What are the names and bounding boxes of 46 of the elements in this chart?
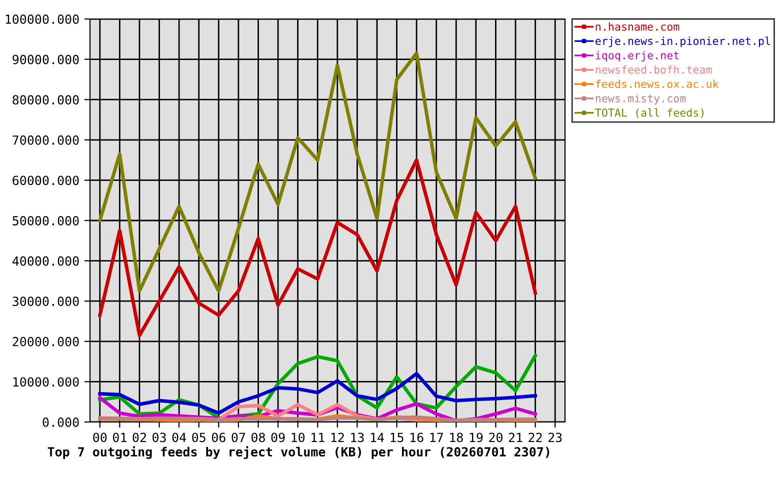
x-tick-label: 14 [370, 432, 384, 442]
x-tick-label: 06 [212, 432, 226, 442]
x-tick-label: 12 [331, 432, 344, 442]
legend-label: iqoq.erje.net [596, 50, 679, 62]
line-series [98, 158, 538, 338]
x-tick-label: 08 [252, 432, 265, 442]
x-tick-label: 20 [489, 432, 502, 442]
x-tick-label: 07 [232, 432, 246, 442]
x-axis-title: Top 7 outgoing feeds by reject volume (KB) per hour (20260701 2307) [48, 446, 550, 459]
x-tick-label: 21 [508, 432, 522, 442]
x-tick-label: 00 [93, 432, 107, 442]
x-tick-label: 17 [430, 432, 443, 442]
y-tick-label: 40000.000 [12, 256, 79, 266]
x-tick-label: 13 [351, 432, 364, 442]
line-series [98, 372, 538, 415]
y-tick-label: 70000.000 [12, 135, 79, 145]
y-tick-label: 90000.000 [12, 54, 79, 64]
x-tick-label: 04 [172, 432, 186, 442]
x-tick-label: 11 [312, 432, 324, 442]
x-tick-label: 09 [271, 432, 285, 442]
x-tick-label: 02 [132, 432, 146, 442]
legend-label: erje.news-in.pionier.net.pl [596, 36, 770, 48]
x-tick-label: 10 [292, 432, 305, 442]
x-tick-label: 22 [528, 432, 542, 442]
x-tick-label: 19 [470, 432, 483, 442]
x-tick-label: 03 [152, 432, 166, 442]
x-tick-label: 16 [410, 432, 424, 442]
legend-label: TOTAL (all feeds) [595, 108, 704, 118]
x-tick-label: 05 [192, 432, 206, 442]
legend-label: news.misty.com [596, 94, 686, 104]
x-tick-label: 23 [548, 432, 562, 442]
y-tick-label: 100000.000 [6, 14, 79, 24]
legend-label: feeds.news.ox.ac.uk [596, 80, 719, 88]
x-tick-label: 18 [450, 432, 463, 442]
y-tick-label: 60000.000 [12, 176, 79, 186]
x-tick-label: 01 [112, 432, 126, 442]
y-tick-label: 30000.000 [12, 296, 79, 306]
y-tick-label: 10000.000 [13, 377, 79, 387]
legend-label: n.hasname.com [596, 22, 680, 31]
x-tick-label: 15 [390, 432, 404, 442]
y-tick-label: 80000.000 [12, 95, 79, 105]
y-tick-label: 0.000 [42, 418, 79, 427]
y-tick-label: 20000.000 [12, 336, 79, 346]
y-tick-label: 50000.000 [12, 216, 79, 226]
legend-label: newsfeed.bofh.team [596, 65, 712, 74]
line-series [98, 52, 538, 293]
